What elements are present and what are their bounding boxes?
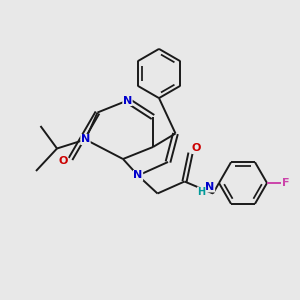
Text: N: N	[123, 95, 132, 106]
Text: O: O	[58, 155, 68, 166]
Text: O: O	[192, 143, 201, 154]
Text: N: N	[206, 182, 214, 192]
Text: H: H	[197, 187, 206, 197]
Text: N: N	[81, 134, 90, 145]
Text: N: N	[134, 170, 142, 181]
Text: F: F	[282, 178, 290, 188]
